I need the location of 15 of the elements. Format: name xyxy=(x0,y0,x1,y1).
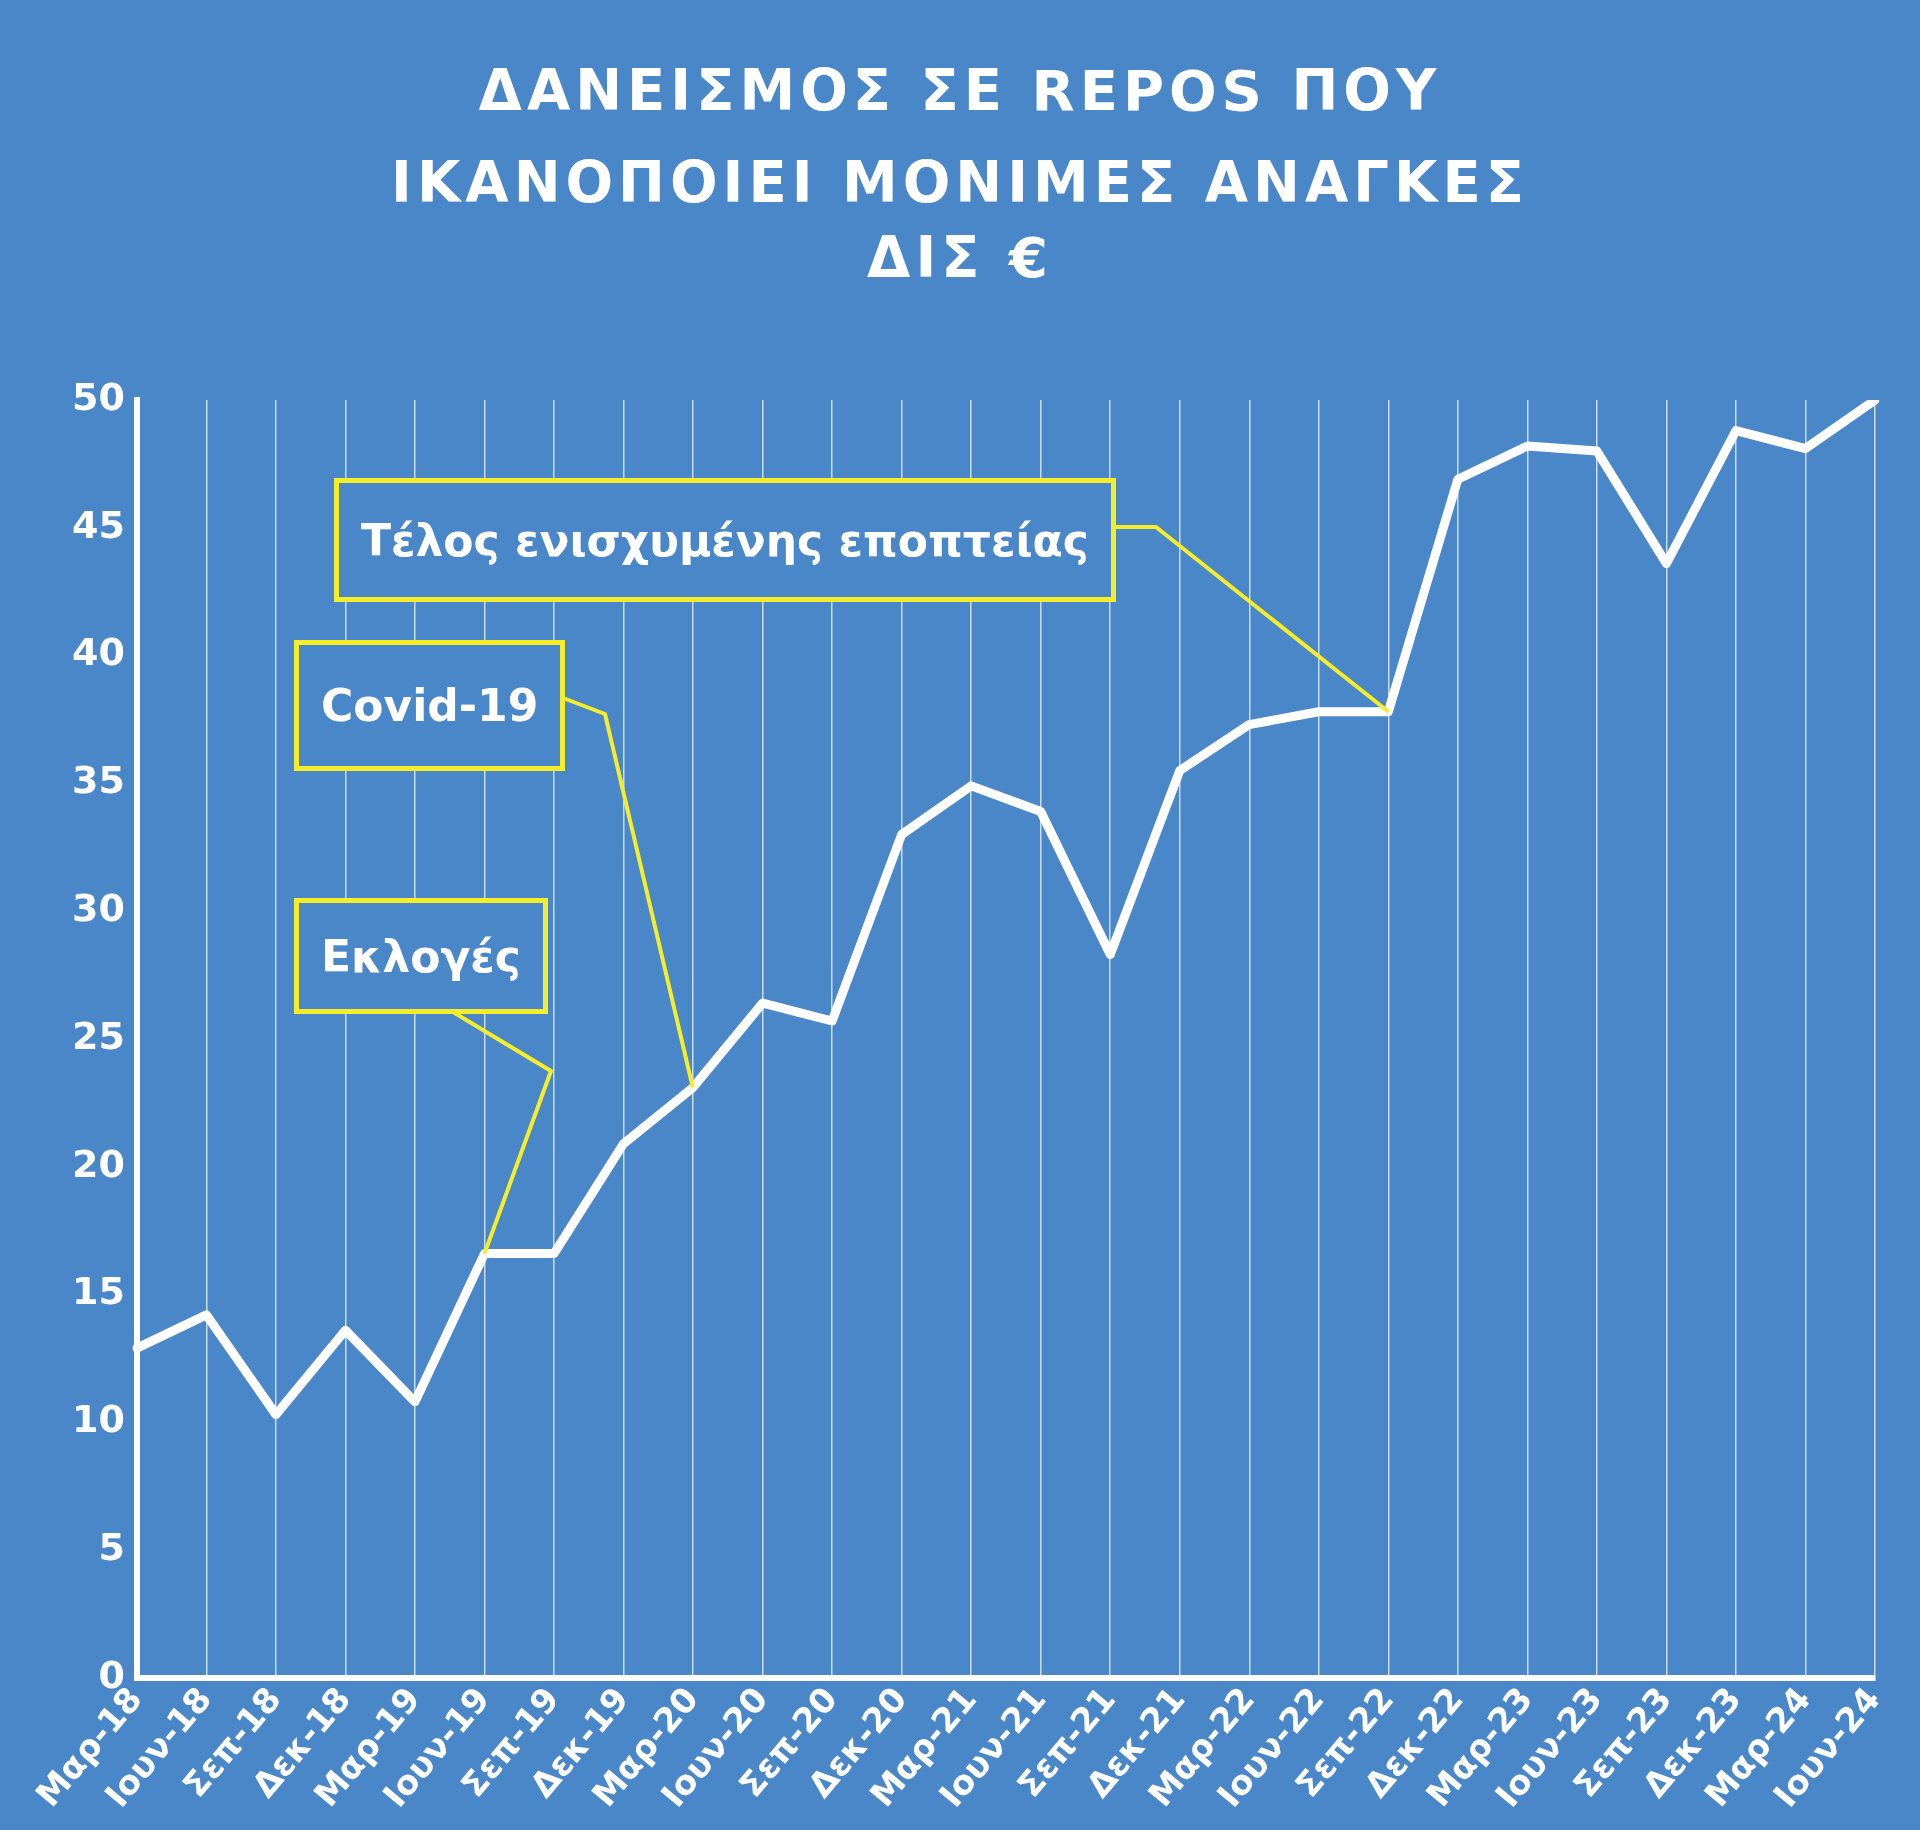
y-tick-label: 25 xyxy=(71,1013,125,1058)
y-tick-label: 10 xyxy=(71,1397,125,1442)
y-tick-label: 45 xyxy=(71,502,125,547)
annotation: Covid-19 xyxy=(294,640,566,771)
chart-subtitle: ΔΙΣ € xyxy=(866,225,1054,290)
y-tick-label: 30 xyxy=(71,886,125,930)
y-tick-label: 40 xyxy=(71,630,125,675)
annotation: Εκλογές xyxy=(294,898,548,1014)
y-tick-label: 50 xyxy=(71,374,125,419)
annotation: Τέλος ενισχυμένης εποπτείας xyxy=(334,478,1116,602)
y-tick-label: 20 xyxy=(71,1141,125,1186)
chart-title: ΔΑΝΕΙΣΜΟΣ ΣΕ REPOS ΠΟΥ ΙΚΑΝΟΠΟΙΕΙ ΜΟΝΙΜΕΣ ΑΝΑΓΚΕΣ xyxy=(391,58,1529,215)
y-tick-label: 15 xyxy=(71,1269,125,1314)
y-tick-label: 5 xyxy=(98,1524,125,1569)
y-tick-label: 35 xyxy=(71,758,125,803)
